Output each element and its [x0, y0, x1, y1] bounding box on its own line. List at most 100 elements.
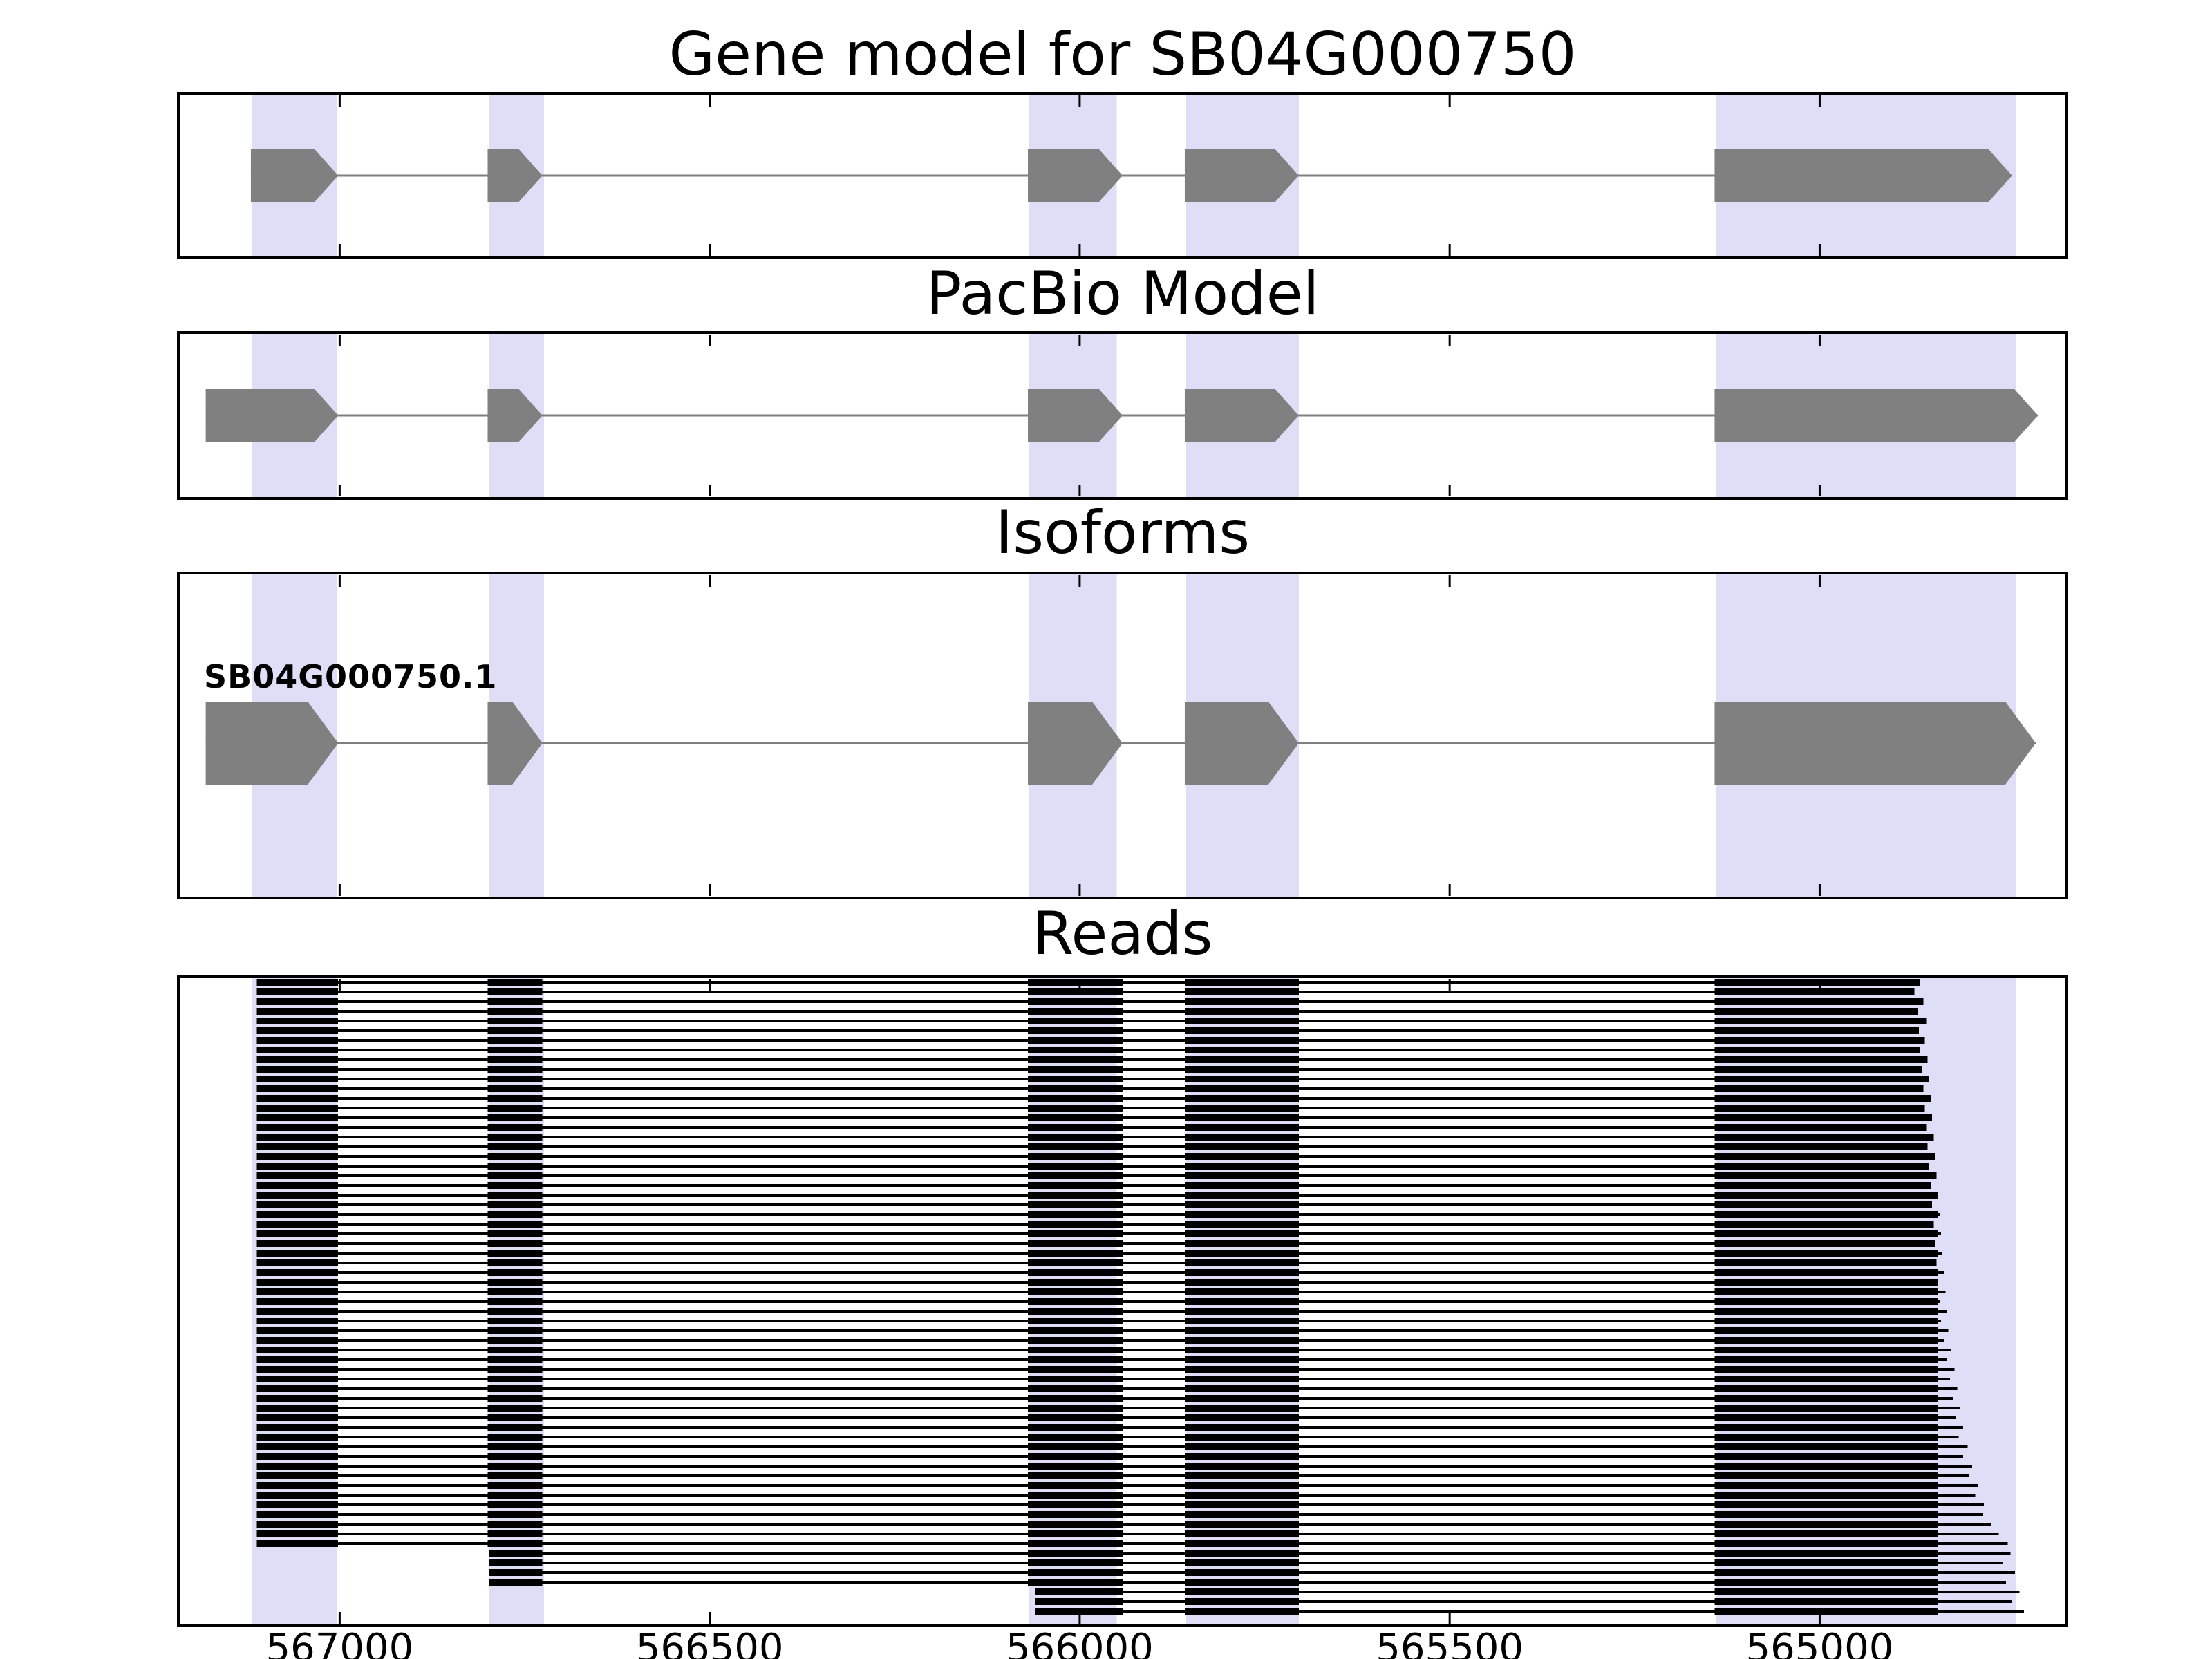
- read-exon-block: [1184, 1288, 1299, 1295]
- read-exon-block: [256, 1221, 339, 1228]
- read-last-exon-block: [1714, 1240, 1936, 1247]
- read-exon-block: [487, 1269, 543, 1276]
- read-exon-block: [1184, 1385, 1299, 1392]
- read-last-exon-block: [1714, 1453, 1938, 1460]
- read-exon-block: [487, 1182, 543, 1189]
- read-exon-block: [487, 1482, 543, 1489]
- read-exon-block: [1027, 1105, 1123, 1112]
- read-exon-block: [256, 1405, 339, 1412]
- read-exon-block: [256, 1298, 339, 1305]
- read-exon-block: [487, 979, 543, 986]
- read-exon-block: [1027, 1153, 1123, 1160]
- read-exon-block: [487, 1008, 543, 1015]
- read-last-exon-block: [1714, 1259, 1937, 1266]
- read-exon-block: [1035, 1598, 1123, 1605]
- read-last-exon-block: [1714, 1347, 1938, 1353]
- read-exon-block: [487, 1453, 543, 1460]
- read-exon-block: [1184, 1337, 1299, 1344]
- read-last-exon-block: [1714, 1550, 1938, 1557]
- read-exon-block: [256, 1472, 339, 1479]
- read-exon-block: [487, 998, 543, 1005]
- read-exon-block: [1027, 1027, 1123, 1034]
- read-exon-block: [1027, 1047, 1123, 1053]
- read-exon-block: [489, 1569, 543, 1576]
- read-last-exon-block: [1714, 1385, 1938, 1392]
- panel-border: [177, 975, 2068, 1627]
- read-last-exon-block: [1714, 1511, 1938, 1518]
- read-exon-block: [1027, 1114, 1123, 1121]
- read-exon-block: [1027, 1472, 1123, 1479]
- read-exon-block: [1184, 998, 1299, 1005]
- read-last-exon-block: [1714, 1047, 1921, 1053]
- read-exon-block: [256, 1318, 339, 1324]
- read-exon-block: [256, 1366, 339, 1373]
- read-line: [1035, 1591, 2020, 1593]
- read-exon-block: [1027, 1288, 1123, 1295]
- read-exon-block: [256, 1230, 339, 1237]
- read-last-exon-block: [1714, 1037, 1925, 1044]
- read-last-exon-block: [1714, 1230, 1938, 1237]
- read-exon-block: [1184, 1376, 1299, 1382]
- read-last-exon-block: [1714, 1143, 1928, 1150]
- read-exon-block: [487, 1405, 543, 1412]
- read-exon-block: [487, 1027, 543, 1034]
- read-exon-block: [1027, 1230, 1123, 1237]
- read-exon-block: [1027, 1259, 1123, 1266]
- exon-arrow: [1027, 389, 1123, 442]
- read-last-exon-block: [1714, 1182, 1931, 1189]
- read-last-exon-block: [1714, 1308, 1938, 1315]
- read-exon-block: [1035, 1588, 1123, 1595]
- read-exon-block: [487, 1279, 543, 1286]
- read-exon-block: [487, 1047, 543, 1053]
- read-exon-block: [1184, 1598, 1299, 1605]
- read-exon-block: [1035, 1608, 1123, 1615]
- read-last-exon-block: [1714, 998, 1924, 1005]
- gene-model-title: Gene model for SB04G000750: [668, 20, 1577, 89]
- read-exon-block: [256, 1259, 339, 1266]
- read-exon-block: [1184, 1269, 1299, 1276]
- read-exon-block: [256, 1443, 339, 1450]
- read-last-exon-block: [1714, 1482, 1938, 1489]
- read-exon-block: [1184, 1308, 1299, 1315]
- read-last-exon-block: [1714, 1163, 1929, 1170]
- read-exon-block: [256, 1424, 339, 1431]
- read-exon-block: [1184, 1550, 1299, 1557]
- read-exon-block: [1027, 1037, 1123, 1044]
- read-last-exon-block: [1714, 988, 1915, 995]
- read-last-exon-block: [1714, 1472, 1938, 1479]
- read-exon-block: [1027, 1434, 1123, 1441]
- read-exon-block: [1184, 1356, 1299, 1363]
- read-last-exon-block: [1714, 1134, 1934, 1141]
- read-last-exon-block: [1714, 1027, 1919, 1034]
- read-last-exon-block: [1714, 1288, 1938, 1295]
- read-last-exon-block: [1714, 1559, 1938, 1566]
- read-exon-block: [1027, 1076, 1123, 1082]
- isoform-label: SB04G000750.1: [204, 658, 498, 695]
- read-exon-block: [1184, 1250, 1299, 1257]
- read-exon-block: [1184, 1327, 1299, 1334]
- read-exon-block: [256, 1288, 339, 1295]
- read-exon-block: [1027, 1134, 1123, 1141]
- read-exon-block: [1184, 1095, 1299, 1102]
- read-exon-block: [1027, 1163, 1123, 1170]
- read-exon-block: [256, 1134, 339, 1141]
- read-exon-block: [1184, 1211, 1299, 1218]
- read-exon-block: [487, 1124, 543, 1131]
- read-exon-block: [256, 1085, 339, 1092]
- read-last-exon-block: [1714, 1066, 1922, 1073]
- read-exon-block: [256, 1463, 339, 1470]
- read-exon-block: [487, 1521, 543, 1528]
- exon-arrow: [205, 702, 339, 785]
- read-exon-block: [1027, 1511, 1123, 1518]
- read-exon-block: [1184, 1201, 1299, 1208]
- read-exon-block: [256, 1540, 339, 1547]
- read-exon-block: [487, 1250, 543, 1257]
- read-last-exon-block: [1714, 1540, 1938, 1547]
- read-last-exon-block: [1714, 1492, 1938, 1499]
- read-exon-block: [1027, 1066, 1123, 1073]
- read-last-exon-block: [1714, 1501, 1938, 1508]
- read-last-exon-block: [1714, 1085, 1924, 1092]
- read-exon-block: [1184, 988, 1299, 995]
- read-last-exon-block: [1714, 1095, 1931, 1102]
